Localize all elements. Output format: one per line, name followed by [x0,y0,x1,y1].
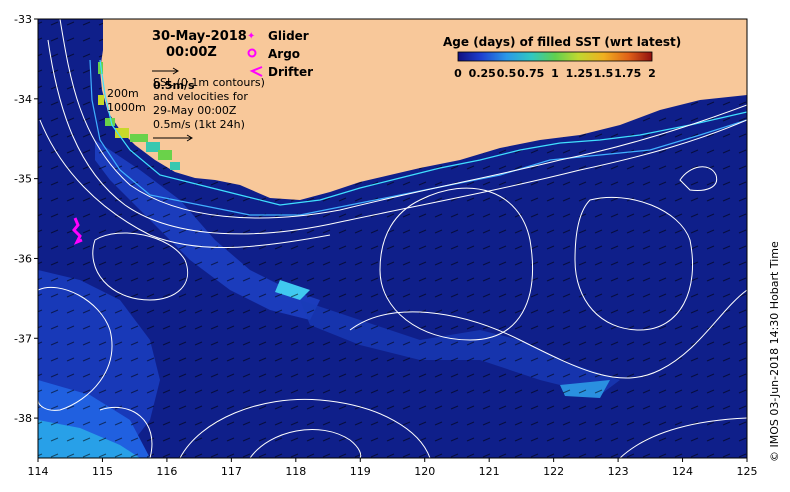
colorbar-tick-label: 1.5 [594,67,614,80]
isobath-1000-label: 1000m [107,101,146,114]
scale-bottom-label: 0.5m/s (1kt 24h) [153,118,245,131]
y-tick-label: -35 [14,173,32,186]
coastal-age-pixels [98,62,180,170]
y-tick-label: -33 [14,13,32,26]
x-tick-label: 120 [414,465,435,478]
glider-legend-label: Glider [268,29,309,43]
x-axis-ticks: 114 115 116 117 118 119 120 121 122 123 124 125 [28,458,758,478]
y-axis-ticks: -33 -34 -35 -36 -37 -38 [14,13,38,425]
map-plot-area[interactable] [38,19,747,458]
colorbar-title: Age (days) of filled SST (wrt latest) [443,35,681,49]
y-tick-label: -34 [14,93,32,106]
colorbar-tick-labels: 0 0.25 0.5 0.75 1 1.25 1.5 1.75 2 [454,67,656,80]
ssl-contours [38,19,747,458]
x-tick-label: 117 [221,465,242,478]
scale-arrowhead-top [172,67,179,75]
ssl-line3: 29-May 00:00Z [153,104,237,117]
colorbar-tick-label: 1 [551,67,559,80]
ssl-line2: and velocities for [153,90,248,103]
isobath-1000m [89,59,747,216]
x-tick-label: 124 [672,465,693,478]
ssl-line1: SSL (0.1m contours) [153,76,265,89]
x-tick-label: 125 [737,465,758,478]
x-tick-label: 114 [28,465,49,478]
scale-arrowhead-bottom [186,134,193,142]
drifter-marker-icon [249,66,263,77]
y-tick-label: -37 [14,332,32,345]
australia-land [100,19,747,200]
argo-legend-label: Argo [268,47,300,61]
colorbar-tick-label: 0 [454,67,462,80]
drifter-track [71,217,83,245]
argo-marker-icon [247,48,257,58]
y-tick-label: -36 [14,252,32,265]
x-tick-label: 115 [92,465,113,478]
date-label: 30-May-2018 [152,29,247,44]
glider-marker-icon: ✦ [247,31,255,42]
y-tick-label: -38 [14,412,32,425]
colorbar [457,51,653,62]
x-tick-label: 121 [479,465,500,478]
drifter-legend-label: Drifter [268,65,313,79]
colorbar-tick-label: 0.5 [497,67,517,80]
x-tick-label: 118 [285,465,306,478]
x-tick-label: 116 [156,465,177,478]
time-label: 00:00Z [166,45,217,60]
x-tick-label: 119 [350,465,371,478]
x-tick-label: 122 [543,465,564,478]
colorbar-tick-label: 2 [648,67,656,80]
credit-text: © IMOS 03-Jun-2018 14:30 Hobart Time [768,241,781,462]
colorbar-tick-label: 1.75 [614,67,641,80]
colorbar-tick-label: 1.25 [566,67,593,80]
colorbar-tick-label: 0.25 [469,67,496,80]
colorbar-tick-label: 0.75 [517,67,544,80]
isobath-200m [99,59,747,206]
isobath-200-label: 200m [107,87,139,100]
plot-frame [37,18,748,459]
x-tick-label: 123 [608,465,629,478]
scale-top-label: 0.5m/s [153,79,195,92]
